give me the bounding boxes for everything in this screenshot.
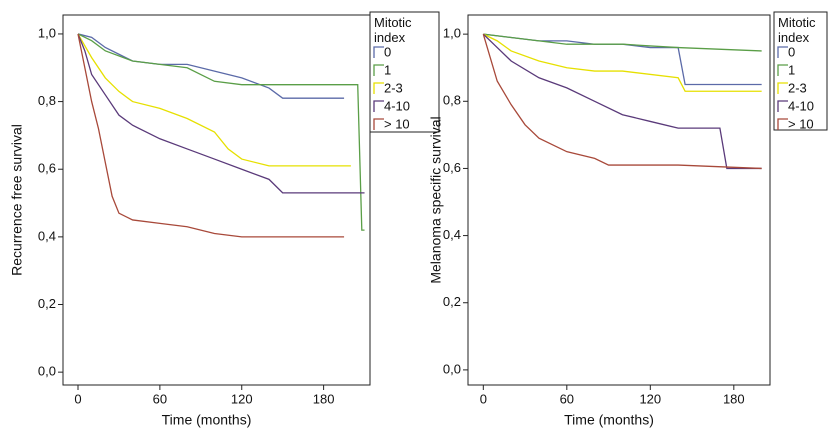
survival-curve xyxy=(483,33,762,92)
y-tick-label: 0,8 xyxy=(38,93,56,108)
survival-curve xyxy=(482,33,762,170)
legend-title: Mitotic index xyxy=(374,15,412,45)
y-tick-label: 0,2 xyxy=(443,294,461,309)
legend-box xyxy=(773,11,828,131)
y-axis-label: Melanoma specific survival xyxy=(428,116,444,283)
y-axis-label: Recurrence free survival xyxy=(9,124,25,276)
y-tick-label: 0,0 xyxy=(443,361,461,376)
legend-label: 4-10 xyxy=(384,98,410,113)
legend-symbol xyxy=(373,46,384,58)
survival-curve xyxy=(77,33,351,167)
survival-curve xyxy=(77,33,365,231)
legend-label: > 10 xyxy=(384,116,410,131)
legend-symbol xyxy=(777,46,788,58)
y-tick-label: 0,8 xyxy=(443,93,461,108)
survival-curve xyxy=(482,33,762,170)
x-tick-label: 180 xyxy=(313,391,335,406)
legend-symbol xyxy=(373,64,384,76)
plot-frame xyxy=(467,14,771,386)
x-tick-label: 120 xyxy=(639,391,661,406)
y-tick-label: 1,0 xyxy=(443,26,461,41)
legend-symbol xyxy=(777,118,788,130)
survival-curve xyxy=(483,33,762,86)
legend-label: 2-3 xyxy=(384,80,403,95)
x-tick-label: 120 xyxy=(231,391,253,406)
legend-symbol xyxy=(373,100,384,112)
legend-symbol xyxy=(777,100,788,112)
x-tick-label: 0 xyxy=(480,391,487,406)
legend-box xyxy=(369,11,440,133)
y-tick-label: 0,4 xyxy=(443,227,461,242)
plot-frame xyxy=(62,14,371,386)
y-tick-label: 0,2 xyxy=(38,296,56,311)
legend-label: > 10 xyxy=(788,116,814,131)
x-tick-label: 60 xyxy=(153,391,167,406)
x-tick-label: 60 xyxy=(560,391,574,406)
y-tick-label: 0,6 xyxy=(38,161,56,176)
legend-symbol xyxy=(777,82,788,94)
y-tick-label: 1,0 xyxy=(38,25,56,40)
legend-label: 0 xyxy=(384,44,391,59)
legend-label: 1 xyxy=(384,62,391,77)
legend-label: 0 xyxy=(788,44,795,59)
legend-symbol xyxy=(373,82,384,94)
legend-label: 4-10 xyxy=(788,98,814,113)
legend-label: 2-3 xyxy=(788,80,807,95)
legend-symbol xyxy=(777,64,788,76)
y-tick-label: 0,4 xyxy=(38,228,56,243)
x-axis-label: Time (months) xyxy=(564,412,654,428)
survival-curve xyxy=(483,33,762,52)
y-tick-label: 0,0 xyxy=(38,364,56,379)
x-axis-label: Time (months) xyxy=(162,412,252,428)
y-tick-label: 0,6 xyxy=(443,160,461,175)
survival-curve xyxy=(77,33,345,238)
legend-symbol xyxy=(373,118,384,130)
legend-label: 1 xyxy=(788,62,795,77)
legend-title: Mitotic index xyxy=(778,15,816,45)
survival-curve xyxy=(77,33,345,99)
x-tick-label: 0 xyxy=(74,391,81,406)
x-tick-label: 180 xyxy=(723,391,745,406)
survival-curve xyxy=(77,33,365,194)
